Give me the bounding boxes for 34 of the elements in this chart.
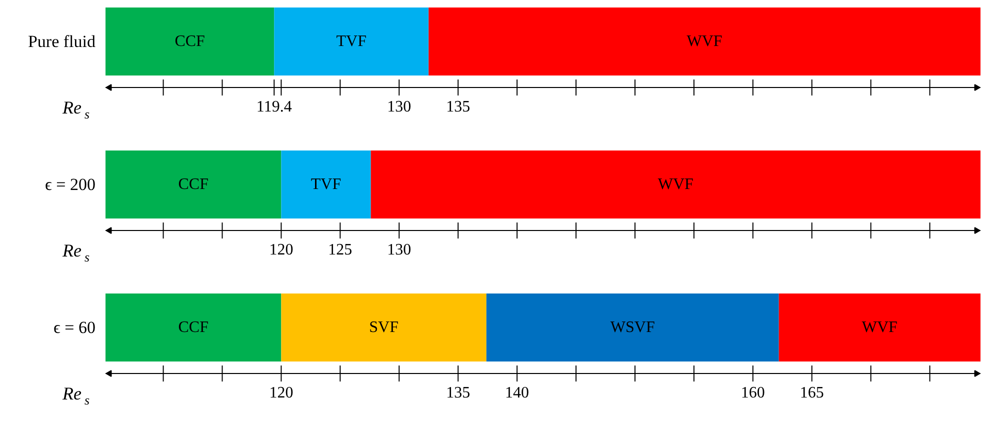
bar — [106, 150, 282, 218]
series-label: SVF — [369, 319, 399, 336]
bar — [281, 150, 371, 218]
bar — [370, 150, 980, 218]
x-tick-label: 119.4 — [256, 98, 292, 116]
series-label: TVF — [310, 176, 342, 193]
y-tick-label: ϵ = 200 — [45, 175, 96, 194]
x-tick-label: 135 — [446, 384, 470, 402]
series-label: CCF — [178, 319, 209, 336]
x-tick-label: 125 — [328, 242, 352, 258]
series-label: CCF — [178, 176, 209, 193]
bar — [106, 8, 274, 76]
bar — [778, 294, 980, 362]
x-tick-label: 130 — [387, 242, 412, 258]
x-tick-label: 160 — [740, 384, 765, 402]
series-label: WSVF — [610, 319, 655, 336]
series-label: TVF — [336, 33, 367, 50]
y-tick-label: ϵ = 60 — [54, 318, 96, 337]
x-tick-label: 120 — [269, 384, 294, 402]
series-label: WVF — [658, 176, 694, 193]
series-label: CCF — [174, 33, 206, 50]
y-tick-label: Pure fluid — [28, 32, 96, 51]
bar — [274, 8, 429, 76]
x-tick-label: 130 — [387, 98, 412, 116]
bar — [486, 294, 779, 362]
series-label: WVF — [686, 33, 722, 50]
x-tick-label: 120 — [269, 242, 294, 258]
series-label: WVF — [862, 319, 898, 336]
x-tick-label: 135 — [446, 98, 470, 116]
bar — [106, 294, 282, 362]
bar — [281, 294, 486, 362]
x-tick-label: 165 — [800, 384, 824, 402]
bar — [428, 8, 980, 76]
x-tick-label: 140 — [505, 384, 530, 402]
